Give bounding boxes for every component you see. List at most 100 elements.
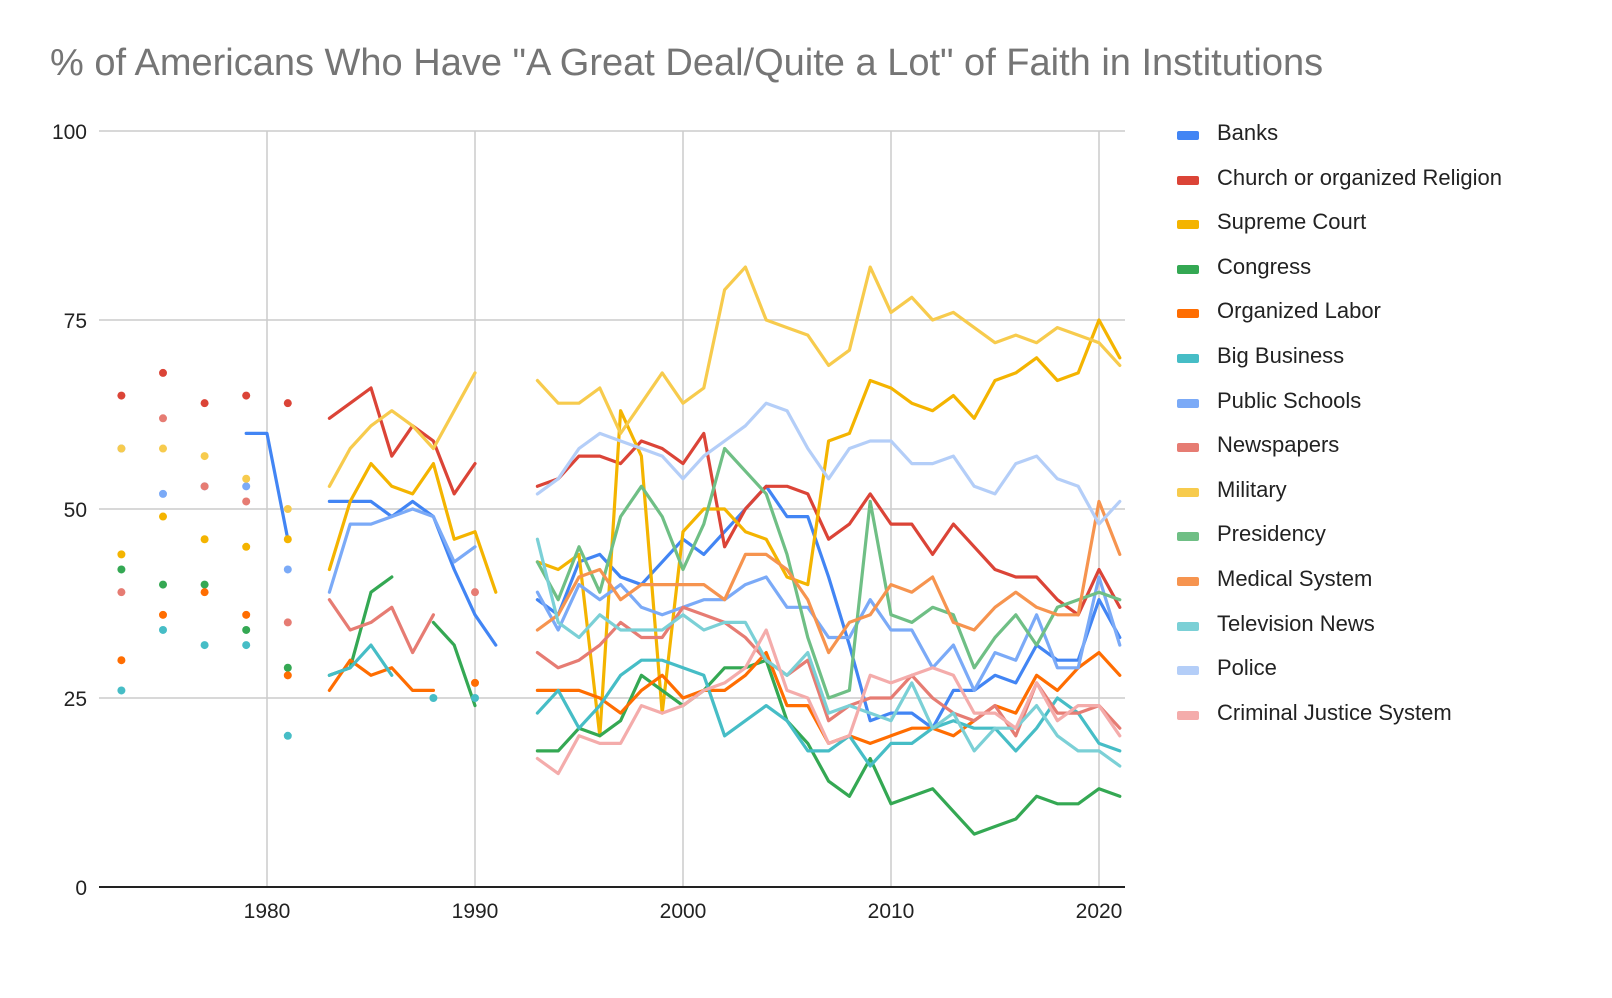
legend-swatch	[1177, 710, 1199, 720]
legend-swatch	[1177, 443, 1199, 453]
series-banks	[244, 431, 1122, 730]
series-presidency	[535, 446, 1122, 700]
series-line	[327, 462, 498, 594]
series-line	[535, 658, 1122, 836]
data-point	[200, 452, 209, 461]
legend-label: Congress	[1217, 253, 1312, 279]
y-tick-label: 75	[64, 310, 87, 333]
y-tick-label: 50	[64, 499, 87, 522]
series-line	[327, 598, 435, 655]
series-supreme-court	[117, 318, 1122, 738]
legend-label: Church or organized Religion	[1217, 164, 1502, 190]
legend-swatch	[1177, 666, 1199, 676]
series-military	[117, 265, 1122, 513]
data-point	[159, 512, 167, 521]
data-point	[283, 399, 292, 408]
legend-label: Military	[1217, 476, 1287, 502]
data-point	[159, 368, 167, 377]
legend-label: Criminal Justice System	[1217, 699, 1452, 725]
series-church-or-organized-religion	[117, 368, 1122, 617]
legend-swatch	[1177, 175, 1199, 185]
data-point	[200, 482, 209, 491]
legend-label: Banks	[1217, 120, 1279, 145]
legend-swatch	[1177, 353, 1199, 363]
gridlines	[99, 130, 1125, 887]
data-point	[429, 694, 438, 702]
legend-label: Public Schools	[1217, 387, 1362, 413]
legend-swatch	[1177, 398, 1199, 408]
series-line	[327, 386, 477, 496]
data-point	[117, 565, 126, 574]
legend-swatch	[1177, 621, 1199, 631]
data-point	[117, 550, 126, 559]
series-line	[535, 446, 1122, 700]
x-tick-label: 2020	[1076, 900, 1123, 923]
data-point	[159, 610, 167, 619]
data-point	[200, 588, 209, 597]
series-line	[535, 499, 1122, 655]
data-point	[200, 641, 209, 650]
series-line	[535, 318, 1122, 738]
data-point	[242, 610, 251, 619]
axes: 0 25 50 75 100 1980 1990 2000 2010 2020	[52, 121, 1125, 923]
x-tick-label: 2000	[660, 900, 707, 923]
series-line	[327, 371, 477, 488]
x-tick-label: 1980	[244, 900, 291, 923]
data-point	[159, 414, 167, 423]
data-point	[159, 489, 167, 498]
series-line	[535, 537, 1122, 768]
data-point	[200, 580, 209, 589]
series-line	[535, 401, 1122, 526]
legend-label: Supreme Court	[1217, 209, 1367, 235]
y-tick-label: 25	[64, 688, 87, 711]
series-line	[535, 628, 1122, 776]
data-point	[242, 625, 251, 634]
data-point	[242, 482, 251, 491]
data-point	[200, 399, 209, 408]
data-point	[242, 542, 251, 551]
series-television-news	[535, 537, 1122, 768]
legend-label: Organized Labor	[1217, 298, 1381, 324]
data-point	[283, 671, 292, 680]
series-line	[327, 507, 477, 594]
data-point	[117, 656, 126, 665]
data-point	[117, 686, 126, 695]
legend-label: Medical System	[1217, 565, 1373, 591]
data-point	[283, 535, 292, 544]
series-big-business	[117, 625, 1122, 768]
legend-label: Newspapers	[1217, 432, 1340, 458]
data-point	[283, 618, 292, 627]
chart-title: % of Americans Who Have "A Great Deal/Qu…	[50, 42, 1324, 84]
series-line	[431, 620, 477, 708]
series-congress	[117, 565, 1122, 836]
legend-label: Police	[1217, 655, 1277, 681]
legend-swatch	[1177, 264, 1199, 274]
series-line	[535, 575, 1122, 692]
series-line	[535, 431, 1122, 617]
data-point	[283, 505, 292, 513]
legend-swatch	[1177, 487, 1199, 497]
legend-label: Presidency	[1217, 521, 1326, 547]
series-police	[535, 401, 1122, 526]
series-public-schools	[117, 444, 1122, 692]
legend-label: Big Business	[1217, 342, 1345, 368]
data-point	[283, 565, 292, 574]
x-tick-label: 2010	[868, 900, 915, 923]
legend-swatch	[1177, 576, 1199, 586]
data-point	[283, 731, 292, 740]
data-point	[117, 588, 126, 597]
data-point	[242, 391, 251, 400]
data-point	[159, 580, 167, 589]
series-medical-system	[535, 499, 1122, 655]
x-tick-label: 1990	[452, 900, 499, 923]
series-line	[535, 605, 1122, 738]
data-point	[200, 535, 209, 544]
data-point	[471, 588, 479, 597]
data-point	[471, 694, 479, 702]
legend-swatch	[1177, 220, 1199, 230]
series-line	[535, 484, 1122, 730]
series-line	[327, 499, 498, 647]
data-point	[159, 444, 167, 453]
data-point	[117, 391, 126, 400]
